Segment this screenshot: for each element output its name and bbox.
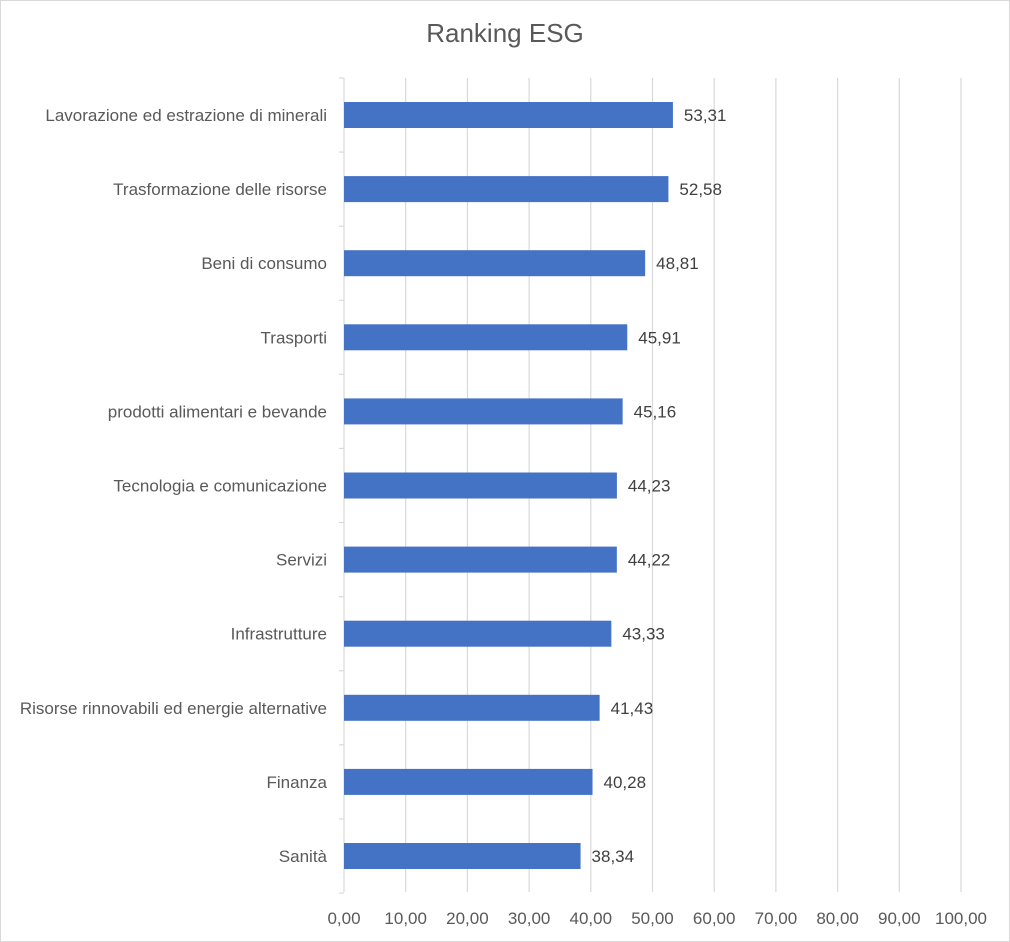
x-tick-label: 10,00 — [384, 909, 427, 928]
value-labels: 53,31 52,58 48,81 45,91 45,16 44,23 44,22 43,33… — [592, 106, 727, 866]
category-labels: Lavorazione ed estrazione di minerali Tra… — [20, 106, 328, 866]
bar — [344, 324, 628, 351]
x-tick-label: 40,00 — [570, 909, 613, 928]
bar — [344, 694, 600, 721]
x-tick-label: 0,00 — [327, 909, 360, 928]
x-tick-label: 80,00 — [816, 909, 859, 928]
category-label: Finanza — [267, 773, 328, 792]
data-label: 44,23 — [628, 477, 671, 496]
x-tick-labels: 0,00 10,00 20,00 30,00 40,00 50,00 60,00 70,00 8… — [327, 909, 987, 928]
category-label: Beni di consumo — [201, 254, 327, 273]
data-label: 38,34 — [592, 847, 635, 866]
bar — [344, 176, 669, 203]
data-label: 41,43 — [611, 699, 654, 718]
x-tick-label: 90,00 — [878, 909, 921, 928]
bar — [344, 546, 617, 573]
category-label: Servizi — [276, 551, 327, 570]
data-label: 53,31 — [684, 106, 727, 125]
category-label: Sanità — [279, 847, 328, 866]
data-label: 45,91 — [638, 328, 681, 347]
data-label: 52,58 — [679, 180, 722, 199]
category-label: Lavorazione ed estrazione di minerali — [45, 106, 327, 125]
category-label: Infrastrutture — [231, 625, 327, 644]
x-tick-label: 60,00 — [693, 909, 736, 928]
x-tick-label: 70,00 — [755, 909, 798, 928]
data-label: 44,22 — [628, 551, 671, 570]
x-tick-label: 30,00 — [508, 909, 551, 928]
category-label: Trasporti — [261, 328, 327, 347]
bar — [344, 250, 646, 277]
axes — [339, 77, 345, 894]
category-label: Tecnologia e comunicazione — [113, 477, 327, 496]
x-tick-label: 50,00 — [631, 909, 674, 928]
bar — [344, 472, 617, 499]
bar — [344, 620, 612, 647]
category-label: prodotti alimentari e bevande — [108, 402, 327, 421]
data-label: 48,81 — [656, 254, 699, 273]
bar — [344, 768, 593, 795]
bars — [344, 102, 673, 869]
bar — [344, 843, 581, 869]
bar — [344, 102, 673, 128]
data-label: 40,28 — [604, 773, 647, 792]
bar — [344, 398, 623, 425]
category-label: Risorse rinnovabili ed energie alternati… — [20, 699, 327, 718]
x-tick-label: 20,00 — [446, 909, 489, 928]
x-tick-label: 100,00 — [935, 909, 987, 928]
data-label: 43,33 — [622, 625, 665, 644]
data-label: 45,16 — [634, 402, 677, 421]
chart-title: Ranking ESG — [426, 18, 584, 48]
category-label: Trasformazione delle risorse — [113, 180, 327, 199]
